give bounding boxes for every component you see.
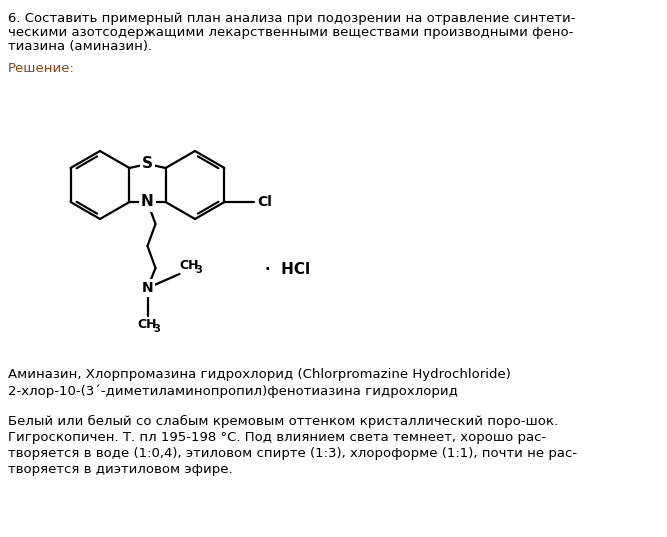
Text: Cl: Cl	[257, 195, 272, 209]
Text: CH: CH	[179, 259, 199, 272]
Text: S: S	[142, 156, 153, 171]
Text: Гигроскопичен. Т. пл 195-198 °С. Под влиянием света темнеет, хорошо рас-: Гигроскопичен. Т. пл 195-198 °С. Под вли…	[8, 431, 546, 444]
Text: Аминазин, Хлорпромазина гидрохлорид (Chlorpromazine Hydrochloride): Аминазин, Хлорпромазина гидрохлорид (Chl…	[8, 368, 511, 381]
Text: 3: 3	[153, 324, 160, 334]
Text: творяется в диэтиловом эфире.: творяется в диэтиловом эфире.	[8, 463, 233, 476]
Text: 3: 3	[195, 265, 202, 275]
Text: Решение:: Решение:	[8, 62, 75, 75]
Text: N: N	[141, 281, 153, 295]
Text: 6. Составить примерный план анализа при подозрении на отравление синтети-: 6. Составить примерный план анализа при …	[8, 12, 576, 25]
Text: ческими азотсодержащими лекарственными веществами производными фено-: ческими азотсодержащими лекарственными в…	[8, 26, 574, 39]
Text: CH: CH	[137, 318, 157, 331]
Text: N: N	[141, 194, 154, 209]
Text: тиазина (аминазин).: тиазина (аминазин).	[8, 40, 152, 53]
Text: ·  HCl: · HCl	[265, 263, 310, 278]
Text: творяется в воде (1:0,4), этиловом спирте (1:3), хлороформе (1:1), почти не рас-: творяется в воде (1:0,4), этиловом спирт…	[8, 447, 577, 460]
Text: Белый или белый со слабым кремовым оттенком кристаллический поро-шок.: Белый или белый со слабым кремовым оттен…	[8, 415, 558, 428]
Text: 2-хлор-10-(3´-диметиламинопропил)фенотиазина гидрохлорид: 2-хлор-10-(3´-диметиламинопропил)фенотиа…	[8, 384, 458, 397]
